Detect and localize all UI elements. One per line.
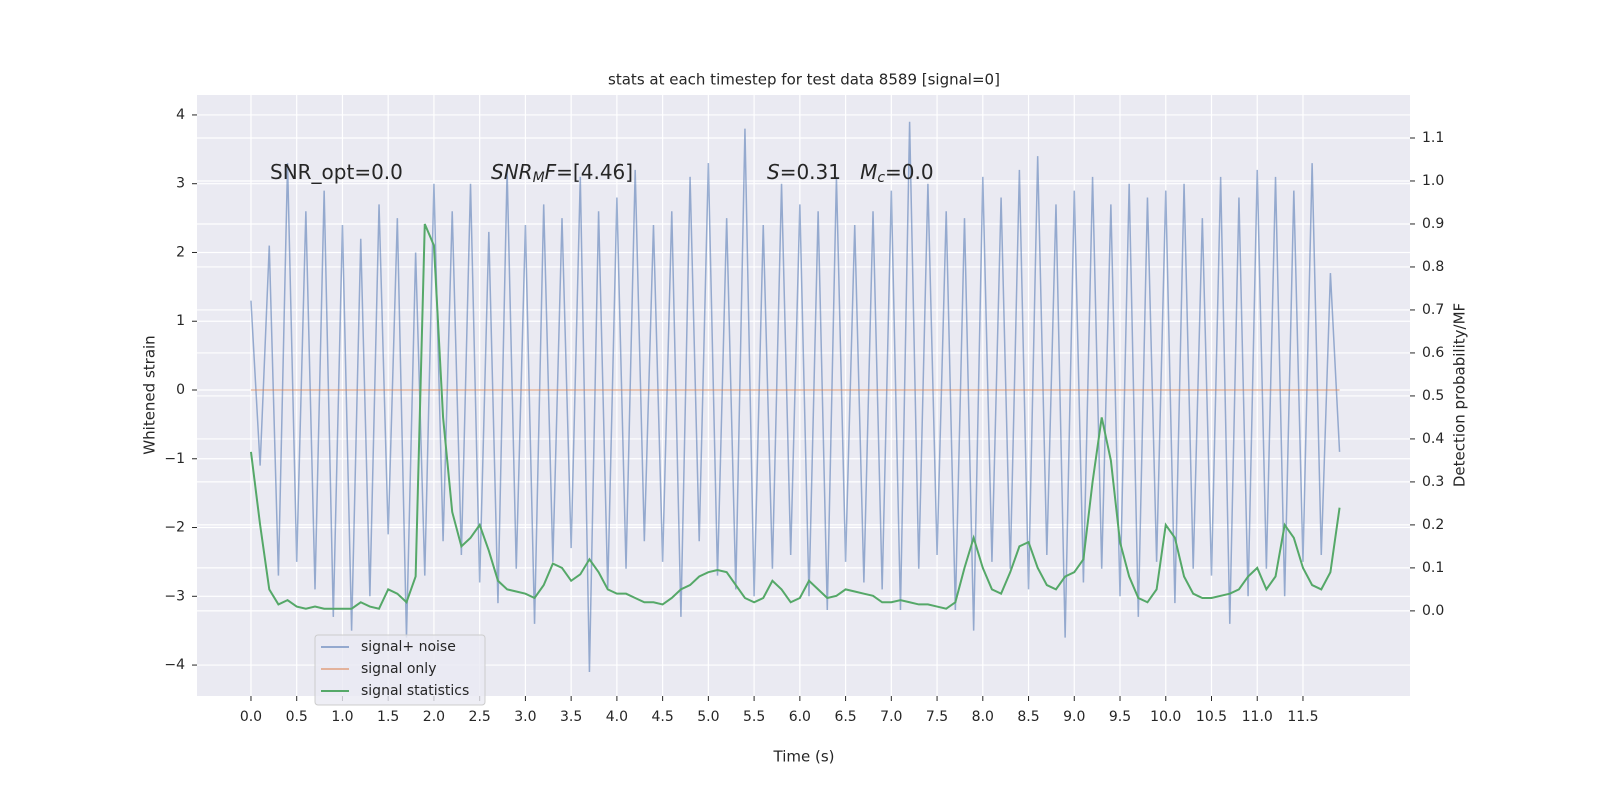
- y2-tick-label: 0.3: [1422, 474, 1444, 490]
- annotation-part: M: [860, 160, 877, 184]
- y-tick-label: −2: [164, 520, 185, 536]
- legend-label: signal only: [361, 661, 436, 677]
- x-tick-label: 3.0: [514, 709, 536, 725]
- annotation-part: S: [767, 160, 780, 184]
- annotation-part: c: [877, 170, 885, 186]
- y2-axis-label: Detection probability/MF: [1451, 303, 1469, 487]
- x-tick-label: 10.0: [1150, 709, 1181, 725]
- annotation-part: SNR_opt=0.0: [270, 160, 403, 184]
- annotation-part: =[4.46]: [556, 160, 633, 184]
- x-tick-label: 11.5: [1287, 709, 1318, 725]
- series-line: [249, 223, 1341, 610]
- y2-tick-label: 1.0: [1422, 173, 1444, 189]
- y-tick-label: 2: [176, 244, 185, 260]
- x-tick-label: 9.0: [1063, 709, 1085, 725]
- x-axis-label: Time (s): [773, 748, 835, 766]
- y-tick-label: 3: [176, 176, 185, 192]
- legend-label: signal+ noise: [361, 639, 456, 655]
- x-tick-label: 10.5: [1196, 709, 1227, 725]
- y2-tick-label: 1.1: [1422, 130, 1444, 146]
- y-tick-label: 0: [176, 382, 185, 398]
- x-tick-label: 7.5: [926, 709, 948, 725]
- y2-tick-label: 0.2: [1422, 517, 1444, 533]
- x-tick-label: 1.0: [331, 709, 353, 725]
- x-tick-label: 2.5: [469, 709, 491, 725]
- y2-tick-label: 0.9: [1422, 216, 1444, 232]
- x-tick-label: 4.5: [651, 709, 673, 725]
- y-tick-label: 1: [176, 313, 185, 329]
- y-tick-label: 4: [176, 107, 185, 123]
- y2-tick-label: 0.7: [1422, 302, 1444, 318]
- annotation-part: =0.31: [780, 160, 860, 184]
- x-tick-label: 5.0: [697, 709, 719, 725]
- series-line: [250, 121, 1341, 672]
- x-tick-label: 7.0: [880, 709, 902, 725]
- x-tick-label: 5.5: [743, 709, 765, 725]
- annotation: S=0.31 Mc=0.0: [767, 160, 934, 187]
- legend: signal+ noise signal only signal statistic…: [314, 634, 486, 706]
- x-tick-label: 4.0: [606, 709, 628, 725]
- x-tick-label: 1.5: [377, 709, 399, 725]
- y-tick-label: −4: [164, 657, 185, 673]
- annotation-part: M: [533, 170, 545, 186]
- y-axis-label: Whitened strain: [141, 335, 159, 454]
- y2-tick-label: 0.0: [1422, 603, 1444, 619]
- y2-tick-label: 0.6: [1422, 345, 1444, 361]
- y2-tick-label: 0.1: [1422, 560, 1444, 576]
- x-tick-label: 8.0: [972, 709, 994, 725]
- x-tick-label: 2.0: [423, 709, 445, 725]
- x-tick-label: 0.0: [240, 709, 262, 725]
- y-tick-label: −3: [164, 588, 185, 604]
- legend-label: signal statistics: [361, 683, 469, 699]
- annotation: SNR_opt=0.0: [270, 160, 403, 184]
- x-tick-label: 3.5: [560, 709, 582, 725]
- x-tick-label: 6.0: [789, 709, 811, 725]
- y-tick-label: −1: [164, 451, 185, 467]
- chart-title: stats at each timestep for test data 858…: [608, 71, 1000, 89]
- y2-tick-label: 0.5: [1422, 388, 1444, 404]
- x-tick-label: 0.5: [286, 709, 308, 725]
- annotation-part: SNR: [491, 160, 533, 184]
- marks: [249, 121, 1341, 672]
- legend-box: [314, 634, 486, 706]
- x-tick-label: 8.5: [1017, 709, 1039, 725]
- annotation-part: =0.0: [885, 160, 934, 184]
- x-tick-label: 9.5: [1109, 709, 1131, 725]
- y2-tick-label: 0.4: [1422, 431, 1444, 447]
- annotation: SNRMF=[4.46]: [491, 160, 633, 187]
- x-tick-label: 6.5: [834, 709, 856, 725]
- annotation-part: F: [545, 160, 557, 184]
- y2-tick-label: 0.8: [1422, 259, 1444, 275]
- x-tick-label: 11.0: [1242, 709, 1273, 725]
